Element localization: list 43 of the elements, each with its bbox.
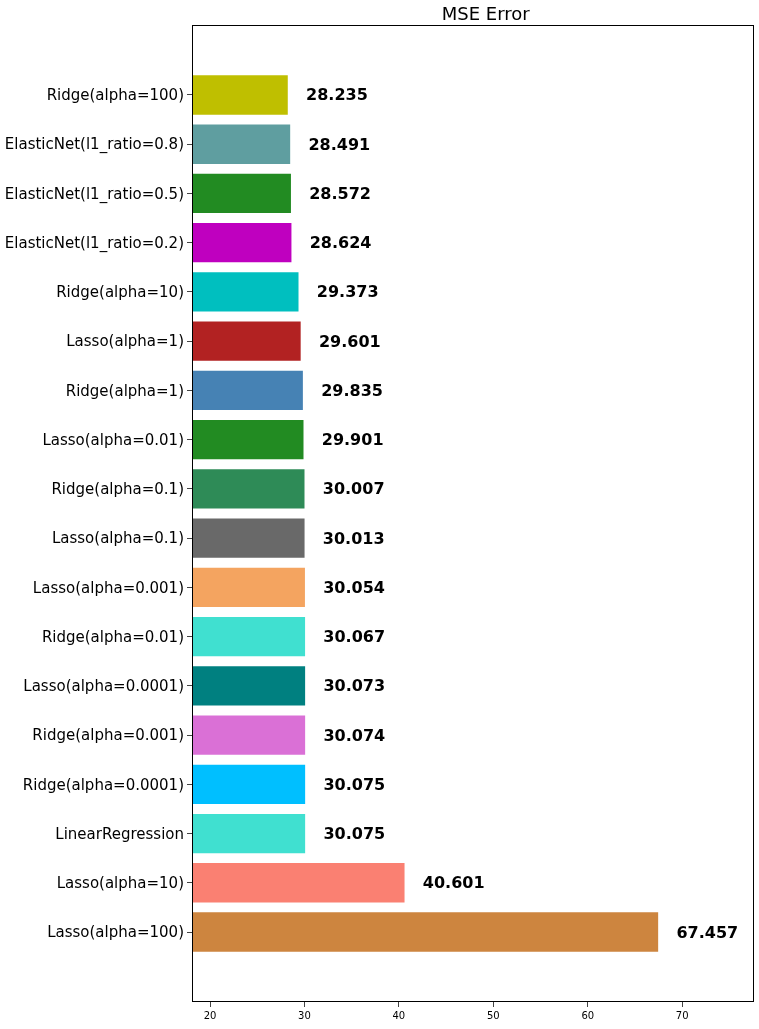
data-label: 30.054: [323, 577, 385, 597]
y-tick-label: ElasticNet(l1_ratio=0.2): [4, 233, 184, 253]
y-tick-label: Lasso(alpha=100): [47, 923, 184, 942]
y-tick-label: Ridge(alpha=100): [46, 86, 184, 105]
chart-title: MSE Error: [441, 2, 531, 24]
y-tick-label: Ridge(alpha=0.0001): [22, 775, 184, 794]
data-label: 29.373: [316, 282, 379, 302]
x-tick-label: 60: [581, 1010, 595, 1021]
data-label: 30.075: [323, 824, 386, 844]
y-tick-label: Lasso(alpha=0.01): [42, 430, 184, 449]
data-label: 28.491: [308, 134, 371, 154]
y-tick-label: Lasso(alpha=0.0001): [23, 677, 184, 696]
x-tick-label: 50: [486, 1010, 500, 1021]
x-tick-label: 30: [298, 1010, 311, 1021]
y-tick-label: Ridge(alpha=10): [56, 283, 184, 302]
data-label: 28.235: [306, 85, 368, 105]
y-tick-label: Ridge(alpha=0.1): [51, 480, 184, 499]
y-tick-label: Lasso(alpha=0.1): [51, 529, 184, 548]
data-label: 30.013: [322, 528, 385, 548]
y-tick-label: Ridge(alpha=0.001): [32, 726, 184, 745]
data-label: 30.067: [323, 627, 386, 647]
x-tick-label: 40: [392, 1010, 406, 1021]
data-label: 67.457: [676, 922, 739, 942]
y-tick-label: Lasso(alpha=10): [56, 874, 184, 893]
data-label: 29.601: [318, 331, 381, 351]
data-label: 29.901: [321, 430, 384, 450]
data-label: 30.074: [323, 725, 386, 745]
data-label: 30.073: [323, 676, 386, 696]
y-tick-label: LinearRegression: [55, 824, 184, 843]
y-tick-label: ElasticNet(l1_ratio=0.8): [4, 135, 184, 155]
data-label: 28.624: [309, 233, 372, 253]
y-tick-label: Lasso(alpha=1): [66, 332, 184, 351]
data-label: 30.075: [323, 774, 386, 794]
data-label: 30.007: [322, 479, 385, 499]
data-label: 28.572: [309, 183, 371, 203]
x-tick-label: 70: [675, 1010, 689, 1021]
y-tick-label: Lasso(alpha=0.001): [32, 578, 184, 597]
y-tick-label: Ridge(alpha=1): [65, 381, 184, 400]
x-tick-label: 20: [203, 1010, 217, 1021]
y-tick-label: Ridge(alpha=0.01): [41, 627, 184, 646]
data-label: 29.835: [321, 380, 383, 400]
y-tick-label: ElasticNet(l1_ratio=0.5): [4, 184, 184, 204]
data-label: 40.601: [422, 873, 485, 893]
